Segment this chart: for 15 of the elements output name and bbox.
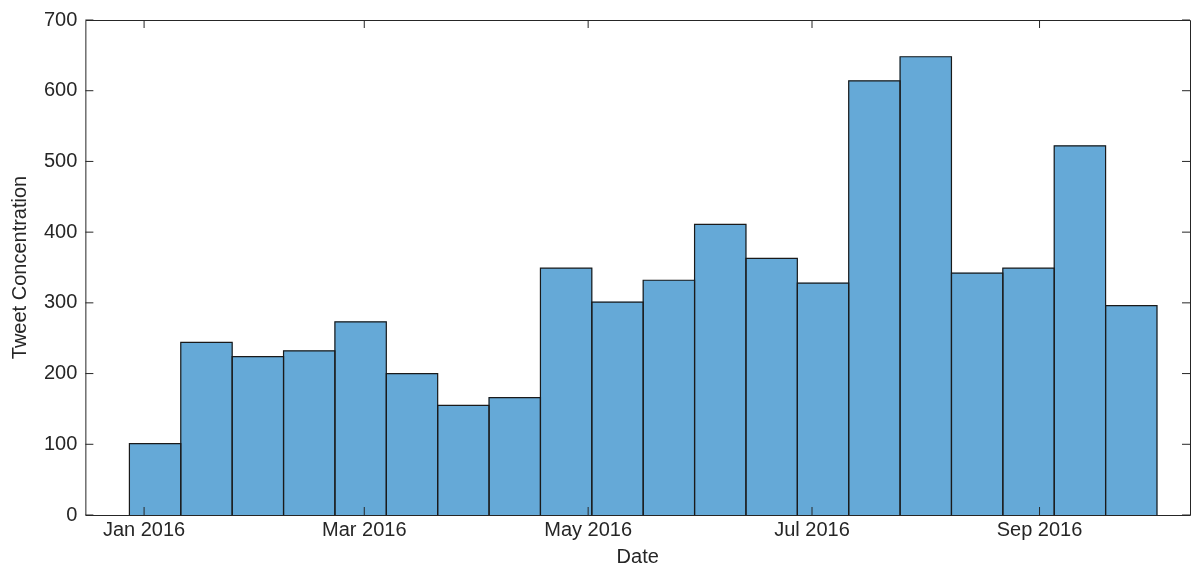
x-tick-label: Mar 2016 bbox=[322, 517, 407, 540]
y-tick-label: 200 bbox=[43, 361, 78, 384]
x-tick-label: May 2016 bbox=[544, 517, 633, 540]
y-axis-title: Tweet Concentration bbox=[7, 175, 30, 360]
y-tick-label: 600 bbox=[43, 78, 78, 101]
x-tick-label: Jan 2016 bbox=[102, 517, 186, 540]
x-tick-label: Sep 2016 bbox=[996, 517, 1083, 540]
y-tick-label: 0 bbox=[66, 502, 78, 525]
y-tick-label: 100 bbox=[43, 431, 78, 454]
x-axis-title: Date bbox=[616, 544, 659, 567]
y-tick-label: 500 bbox=[43, 148, 78, 171]
y-tick-label: 700 bbox=[43, 7, 78, 30]
x-tick-label: Jul 2016 bbox=[774, 517, 850, 540]
y-tick-label: 300 bbox=[43, 290, 78, 313]
y-tick-label: 400 bbox=[43, 219, 78, 242]
